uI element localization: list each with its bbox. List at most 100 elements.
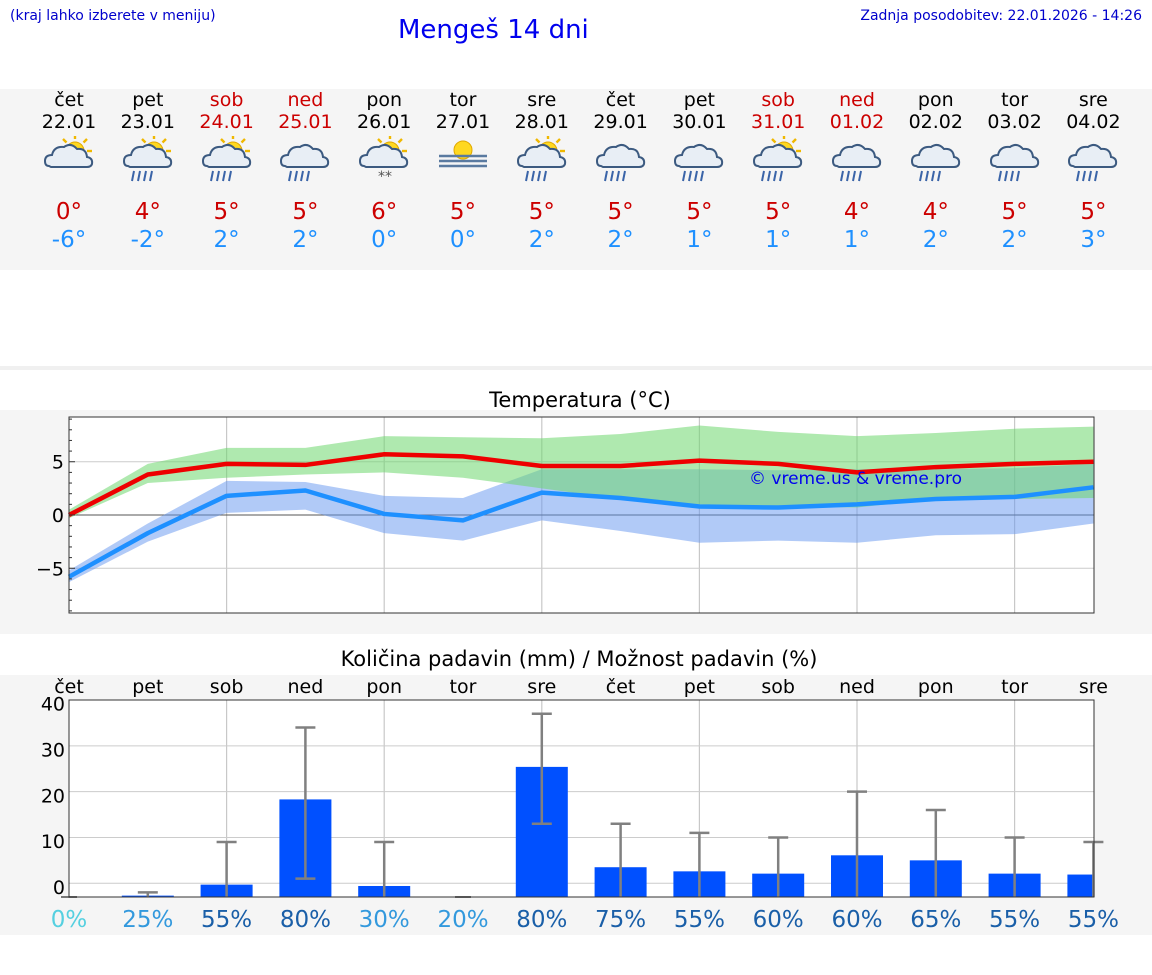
temp-min: 2° [922, 227, 949, 253]
day-date: 22.01 [41, 111, 97, 133]
day-name: ned [839, 89, 875, 111]
temp-min: 2° [607, 227, 634, 253]
precip-chance-label: 60% [831, 907, 882, 933]
temp-min: -2° [130, 227, 166, 253]
weather-sun-cloud-rain-icon [516, 136, 566, 182]
x-category-label: pon [918, 676, 954, 698]
temperature-chart: 5 0 −5 © vreme.us & vreme.pro [36, 416, 1095, 614]
day-date: 03.02 [987, 111, 1042, 133]
day-date: 24.01 [199, 111, 254, 133]
error-bar [137, 891, 158, 897]
temp-max: 5° [528, 199, 555, 225]
temp-min: 0° [371, 227, 398, 253]
temp-min: 3° [1080, 227, 1107, 253]
last-updated: Zadnja posodobitev: 22.01.2026 - 14:26 [860, 8, 1142, 24]
weather-cloud-rain-icon [910, 143, 960, 182]
temp-max: 5° [449, 199, 477, 225]
day-date: 27.01 [435, 111, 491, 133]
divider [0, 366, 1152, 370]
error-bar [531, 712, 552, 825]
temperature-chart-title: Temperatura (°C) [489, 388, 671, 412]
x-category-label: čet [54, 676, 84, 698]
temp-max: 5° [1001, 199, 1028, 225]
error-bar [295, 726, 316, 880]
weather-sun-cloud-icon [43, 136, 94, 168]
weather-fog-icon [439, 140, 487, 168]
day-date: 01.02 [829, 111, 885, 133]
temp-min: -6° [51, 227, 87, 253]
x-category-label: sob [761, 676, 795, 698]
x-category-label: sob [210, 676, 244, 698]
x-category-label: sre [527, 676, 556, 698]
max-range-band [69, 425, 1094, 519]
day-date: 30.01 [672, 111, 727, 133]
max-temperature-line [67, 452, 1094, 518]
day-name: ned [287, 89, 324, 111]
temp-max: 5° [213, 199, 240, 225]
precip-chance-label: 80% [516, 907, 567, 933]
day-name: čet [54, 89, 84, 111]
y-tick-label: 30 [41, 740, 65, 762]
day-name: tor [449, 89, 477, 111]
min-temperature-line [67, 485, 1094, 579]
y-tick-label: 10 [41, 831, 65, 853]
y-tick-label: 40 [41, 694, 65, 716]
error-bar [610, 822, 631, 897]
x-category-label: pon [366, 676, 402, 698]
temp-min: 1° [686, 227, 713, 253]
temp-max: 5° [686, 199, 713, 225]
error-bar [689, 831, 710, 897]
x-category-label: pet [132, 676, 163, 698]
weather-cloud-rain-icon [831, 143, 882, 182]
y-tick-label: 5 [52, 452, 64, 474]
temp-min: 0° [449, 227, 477, 253]
y-tick-label: 0 [52, 505, 64, 527]
precip-chance-label: 55% [201, 907, 252, 933]
precip-chance-label: 55% [674, 907, 725, 933]
temp-max: 0° [55, 199, 83, 225]
x-category-label: tor [1001, 676, 1028, 698]
day-name: pon [917, 89, 954, 111]
precip-chance-label: 55% [989, 907, 1040, 933]
location-hint: (kraj lahko izberete v meniju) [10, 8, 216, 24]
y-tick-label: −5 [36, 558, 64, 580]
day-name: sre [1078, 89, 1108, 111]
error-bar [1083, 840, 1104, 897]
precip-chance-label: 30% [359, 907, 410, 933]
x-category-label: čet [606, 676, 636, 698]
weather-sun-cloud-rain-icon [122, 136, 172, 182]
temp-max: 5° [292, 199, 319, 225]
day-name: pon [366, 89, 403, 111]
precip-chance-label: 75% [595, 907, 646, 933]
temp-min: 1° [843, 227, 871, 253]
precip-chance-label: 20% [437, 907, 488, 933]
svg-text:**: ** [378, 169, 392, 184]
forecast-strip: čet 22.01 0° -6° pet 23.01 4° -2° sob 24.01 5° 2° ne… [0, 89, 1152, 270]
error-bar [374, 840, 395, 897]
day-date: 31.01 [750, 111, 806, 133]
x-category-label: tor [450, 676, 477, 698]
precipitation-chart-title: Količina padavin (mm) / Možnost padavin … [340, 647, 818, 671]
page-title: Mengeš 14 dni [398, 15, 589, 45]
day-date: 02.02 [908, 111, 963, 133]
weather-cloud-rain-icon [595, 143, 645, 182]
precip-chance-label: 25% [122, 907, 173, 933]
x-category-label: ned [839, 676, 875, 698]
weather-cloud-rain-icon [1068, 143, 1118, 182]
precip-chance-label: 55% [1068, 907, 1119, 933]
watermark: © vreme.us & vreme.pro [749, 469, 962, 489]
y-tick-label: 20 [41, 785, 65, 807]
x-category-label: sre [1079, 676, 1108, 698]
temp-max: 5° [607, 199, 634, 225]
precip-chance-label: 80% [280, 907, 331, 933]
day-name: tor [1001, 89, 1029, 111]
error-bar [925, 808, 946, 897]
day-date: 26.01 [356, 111, 412, 133]
weather-cloud-rain-icon [989, 143, 1039, 182]
temp-max: 4° [922, 199, 949, 225]
y-tick-label: 0 [53, 877, 65, 899]
day-name: pet [132, 89, 164, 111]
temp-min: 2° [528, 227, 555, 253]
day-date: 25.01 [278, 111, 333, 133]
